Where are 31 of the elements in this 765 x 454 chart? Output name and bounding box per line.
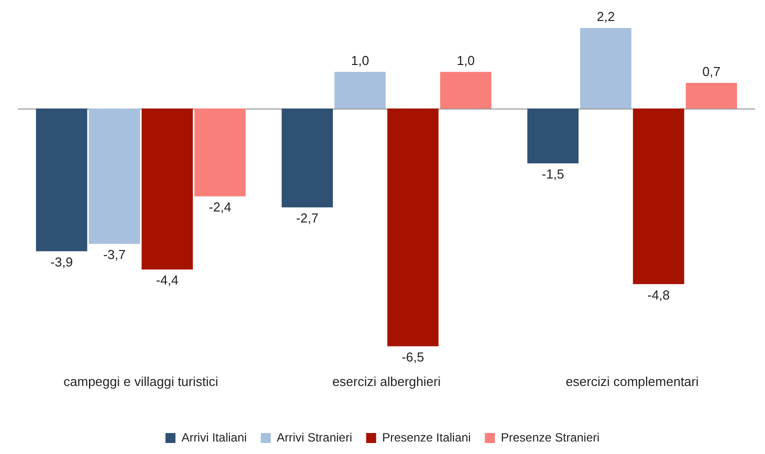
data-label: -6,5	[402, 349, 424, 364]
bar	[440, 72, 492, 109]
bar	[580, 28, 632, 109]
bar	[36, 108, 88, 252]
data-label: 1,0	[456, 52, 475, 68]
bar	[142, 108, 193, 270]
data-label: -4,4	[156, 272, 178, 288]
legend-label: Arrivi Italiani	[181, 430, 247, 444]
bar	[387, 108, 439, 346]
legend-label: Presenze Stranieri	[500, 430, 600, 444]
bar	[527, 108, 579, 164]
bar	[88, 108, 140, 244]
data-label: 1,0	[351, 52, 370, 68]
data-label: -4,8	[647, 287, 670, 302]
bar	[194, 108, 246, 196]
bar	[686, 82, 738, 109]
x-tick-label: esercizi alberghieri	[332, 374, 441, 389]
data-label: -2,7	[296, 210, 318, 226]
bar	[282, 108, 333, 208]
data-label: -1,5	[542, 166, 564, 182]
legend-label: Arrivi Stranieri	[276, 430, 352, 444]
data-label: -2,4	[208, 199, 232, 214]
data-label: 0,7	[702, 64, 720, 79]
bar	[334, 72, 386, 109]
data-label: -3,7	[103, 247, 126, 262]
bar	[632, 108, 684, 284]
data-label: 2,2	[596, 9, 615, 24]
data-label: -3,9	[50, 254, 73, 270]
x-tick-label: campeggi e villaggi turistici	[64, 374, 218, 389]
legend-label: Presenze Italiani	[382, 430, 471, 444]
x-tick-label: esercizi complementari	[566, 374, 699, 389]
